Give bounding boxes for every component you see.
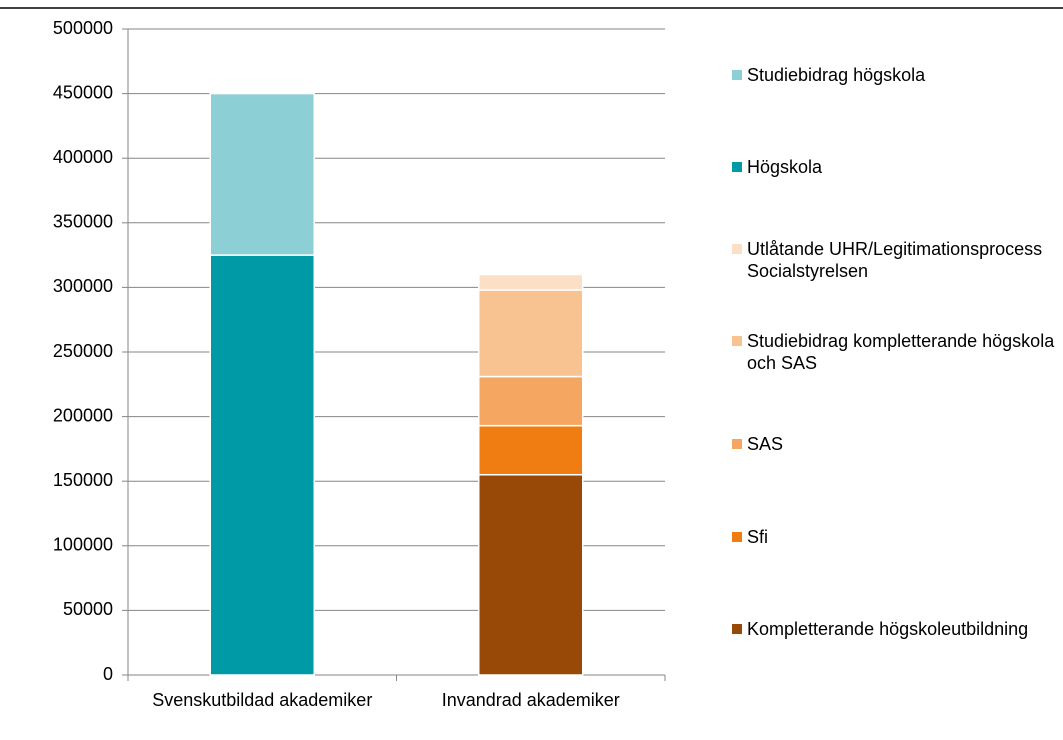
bar-segment	[209, 92, 315, 256]
y-tick-label: 300000	[53, 276, 113, 296]
legend-entry: Utlåtande UHR/Legitimationsprocess Socia…	[732, 238, 1062, 282]
legend-swatch	[732, 623, 742, 634]
y-tick-label: 250000	[53, 341, 113, 361]
legend-swatch	[732, 243, 742, 254]
y-tick-label: 450000	[53, 82, 113, 102]
bar-segment	[478, 424, 584, 476]
legend-swatch	[732, 336, 742, 346]
x-tick-label: Invandrad akademiker	[441, 690, 620, 710]
x-tick-label: Svenskutbildad akademiker	[152, 690, 373, 710]
y-tick-label: 500000	[53, 18, 113, 38]
y-tick-label: 200000	[53, 405, 113, 425]
legend-swatch	[732, 439, 742, 450]
y-tick-label: 350000	[53, 212, 113, 232]
bar-segment	[209, 254, 315, 676]
legend-entry: Kompletterande högskoleutbildning	[732, 618, 1062, 640]
legend-swatch	[732, 70, 742, 81]
legend-label: Utlåtande UHR/Legitimationsprocess Socia…	[747, 238, 1043, 281]
legend-label: Studiebidrag högskola	[747, 65, 926, 86]
bar-segment	[478, 273, 584, 291]
y-tick-label: 400000	[53, 147, 113, 167]
legend-entry: Högskola	[732, 156, 1062, 178]
bar-segment	[478, 375, 584, 427]
legend-label: Studiebidrag kompletterande högskola och…	[747, 331, 1055, 373]
legend-label: Kompletterande högskoleutbildning	[747, 618, 1029, 639]
legend-label: Högskola	[747, 157, 823, 178]
y-tick-label: 50000	[63, 599, 113, 619]
legend-entry: Studiebidrag kompletterande högskola och…	[732, 330, 1062, 374]
legend-entry: SAS	[732, 433, 1062, 455]
y-tick-label: 150000	[53, 470, 113, 490]
legend-label: Sfi	[747, 526, 769, 547]
legend-entry: Studiebidrag högskola	[732, 64, 1062, 86]
legend-swatch	[732, 531, 742, 542]
y-tick-label: 0	[103, 664, 113, 684]
legend-swatch	[732, 162, 742, 173]
legend-entry: Sfi	[732, 526, 1062, 548]
y-tick-label: 100000	[53, 535, 113, 555]
bar-segment	[478, 289, 584, 378]
bar-segment	[478, 473, 584, 676]
legend-label: SAS	[747, 434, 784, 455]
